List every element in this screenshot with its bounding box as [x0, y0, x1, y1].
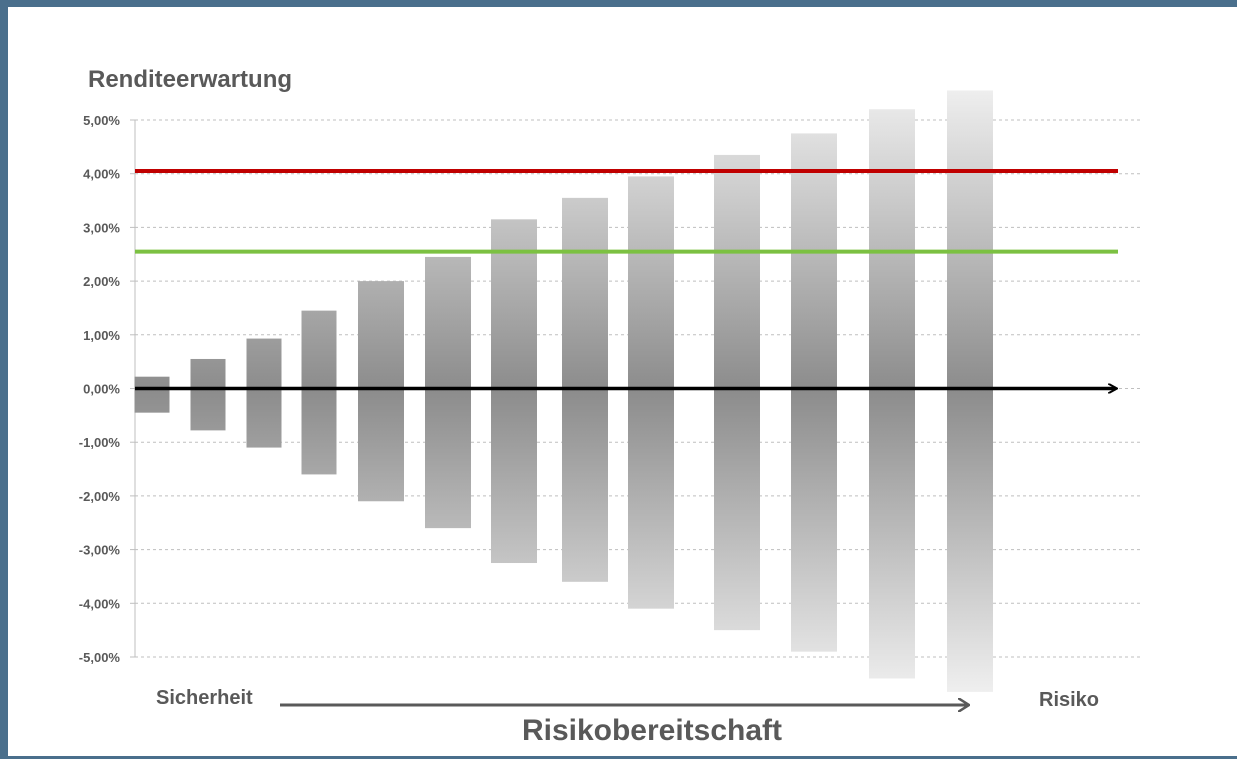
reference-lines — [135, 169, 1118, 254]
y-tick-label: 5,00% — [83, 113, 120, 128]
y-tick-label: 0,00% — [83, 382, 120, 397]
range-bar — [301, 310, 337, 475]
y-tick-label: 1,00% — [83, 328, 120, 343]
y-axis-title: Renditeerwartung — [88, 66, 292, 93]
range-bar — [714, 154, 760, 631]
y-tick-label: -5,00% — [79, 650, 121, 665]
x-end-label: Risiko — [1039, 689, 1099, 711]
y-tick-label: 4,00% — [83, 167, 120, 182]
y-tick-label: 2,00% — [83, 274, 120, 289]
range-bar — [190, 358, 226, 431]
y-tick-label: 3,00% — [83, 220, 120, 235]
range-bar — [425, 256, 471, 529]
range-bar — [947, 90, 993, 692]
range-bar — [491, 219, 537, 564]
range-bar — [134, 376, 170, 413]
range-bar — [358, 281, 404, 502]
range-bar — [628, 176, 674, 609]
range-bar — [869, 109, 915, 679]
gridlines — [130, 119, 1140, 658]
chart-svg: 5,00% 4,00% 3,00% 2,00% 1,00% 0,00% -1,00% -2,0… — [79, 66, 1140, 747]
range-bars — [134, 90, 993, 692]
x-start-label: Sicherheit — [156, 687, 253, 709]
y-tick-labels: 5,00% 4,00% 3,00% 2,00% 1,00% 0,00% -1,00% -2,0… — [79, 113, 121, 665]
range-bar — [791, 133, 837, 652]
x-axis-title: Risikobereitschaft — [522, 714, 782, 747]
y-tick-label: -2,00% — [79, 489, 121, 504]
y-tick-label: -1,00% — [79, 435, 121, 450]
range-bar — [246, 338, 282, 448]
y-tick-label: -4,00% — [79, 596, 121, 611]
y-tick-label: -3,00% — [79, 543, 121, 558]
